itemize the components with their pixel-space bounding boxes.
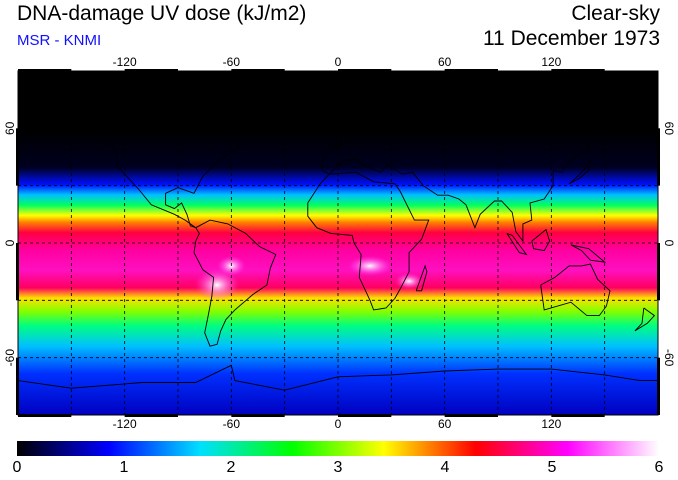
lon-tick-label-bottom: 120 — [541, 417, 561, 431]
lon-tick-label-bottom: 0 — [335, 417, 342, 431]
lon-tick-label-top: 60 — [438, 55, 452, 69]
map-title: DNA-damage UV dose (kJ/m2) — [17, 2, 307, 25]
coastline-new-zealand — [634, 307, 656, 332]
colorbar-label: 3 — [333, 459, 343, 476]
lon-tick-label-top: -60 — [223, 55, 241, 69]
frame-tick — [18, 69, 72, 72]
frame-tick — [124, 414, 178, 417]
lat-tick-label-right: 60 — [662, 122, 676, 136]
source-label: MSR - KNMI — [17, 32, 102, 49]
frame-tick — [16, 128, 19, 186]
uv-maximum — [348, 255, 392, 276]
frame-tick — [18, 414, 72, 417]
frame-tick — [657, 243, 660, 301]
frame-tick — [444, 69, 498, 72]
coastline-eurasia — [321, 97, 659, 243]
lon-tick-label-top: -120 — [113, 55, 137, 69]
lat-tick-label-right: -60 — [662, 349, 676, 367]
coastline-madagascar — [415, 264, 428, 292]
sky-condition: Clear-sky — [571, 2, 660, 25]
frame-tick — [657, 128, 660, 186]
coastline-sumatra — [506, 232, 528, 256]
colorbar-label: 1 — [119, 459, 129, 476]
uv-maximum — [195, 269, 240, 302]
lon-tick-label-bottom: -120 — [113, 417, 137, 431]
frame-tick — [231, 414, 285, 417]
frame-tick — [338, 69, 392, 72]
coastline-australia — [540, 263, 611, 317]
lon-tick-label-bottom: 60 — [438, 417, 452, 431]
lat-tick-label-left: 0 — [3, 239, 17, 246]
lon-tick-label-top: 0 — [335, 55, 342, 69]
frame-tick — [338, 414, 392, 417]
frame-tick — [551, 69, 605, 72]
colorbar-label: 0 — [12, 459, 22, 476]
frame-tick — [16, 357, 19, 415]
coastline-new-guinea — [570, 244, 607, 263]
uv-dose-map[interactable]: -120 -120 -60 -60 0 0 60 60 120 120 60 60 0 0 -60 -60 — [0, 0, 678, 440]
frame-tick — [231, 69, 285, 72]
uv-maximum — [395, 273, 424, 290]
colorbar-label: 2 — [226, 459, 236, 476]
frame-tick — [16, 243, 19, 301]
coastline-japan — [568, 160, 591, 185]
coastline-antarctica — [17, 364, 658, 391]
colorbar-label: 5 — [547, 459, 557, 476]
lat-tick-label-left: -60 — [3, 349, 17, 367]
colorbar — [17, 441, 659, 456]
coastline-borneo — [531, 228, 551, 252]
lon-tick-label-top: 120 — [541, 55, 561, 69]
coastline-greenland — [216, 83, 303, 129]
map-date: 11 December 1973 — [482, 27, 660, 50]
lon-tick-label-bottom: -60 — [223, 417, 241, 431]
colorbar-label: 6 — [654, 459, 664, 476]
frame-tick — [444, 414, 498, 417]
coastline-south-america — [193, 219, 277, 347]
frame-tick — [124, 69, 178, 72]
coastline-north-america — [38, 104, 241, 229]
lat-tick-label-right: 0 — [662, 240, 676, 247]
coastline-africa — [307, 171, 430, 311]
lat-tick-label-left: 60 — [3, 121, 17, 135]
colorbar-label: 4 — [440, 459, 450, 476]
frame-tick — [551, 414, 605, 417]
frame-tick — [657, 357, 660, 415]
